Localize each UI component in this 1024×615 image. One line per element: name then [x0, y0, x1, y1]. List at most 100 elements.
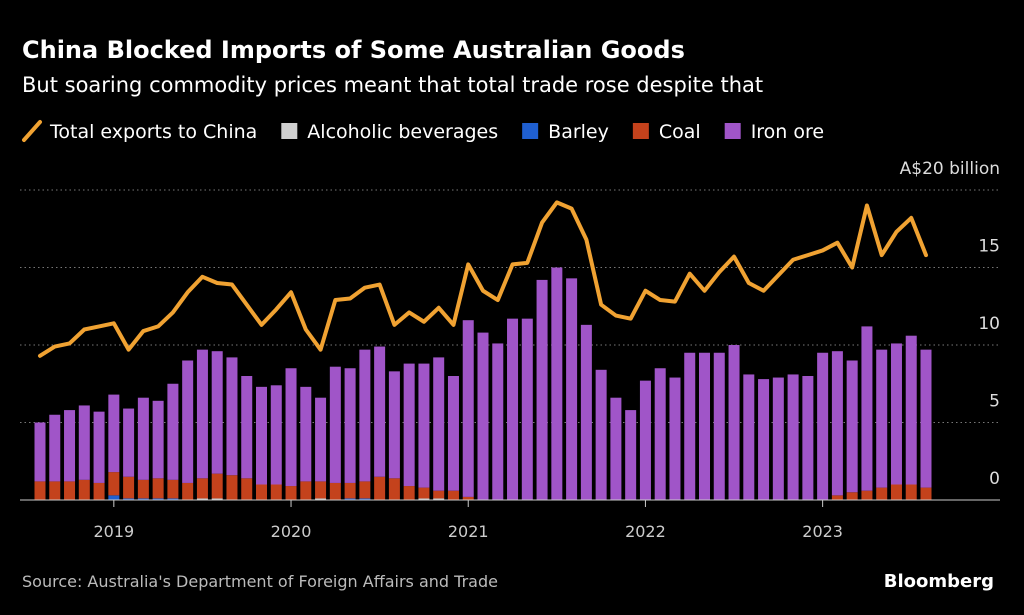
bar-segment — [167, 479, 179, 499]
line-series — [38, 200, 928, 358]
bar-segment — [226, 475, 238, 500]
bar-segment — [167, 383, 179, 480]
bar-segment — [418, 487, 430, 499]
bar-segment — [861, 490, 873, 500]
legend-swatch — [22, 120, 42, 142]
credit-logo: Bloomberg — [884, 571, 994, 592]
x-tick-label: 2020 — [271, 522, 312, 541]
legend: Total exports to China Alcoholic beverage… — [22, 120, 824, 143]
bar-segment — [93, 411, 105, 483]
source-note: Source: Australia's Department of Foreig… — [22, 572, 498, 591]
bar-segment — [462, 320, 474, 497]
bar-segment — [728, 345, 740, 500]
bar-segment — [329, 482, 341, 500]
bar-segment — [388, 371, 400, 479]
bar-segment — [876, 349, 888, 488]
bar-segment — [758, 379, 770, 500]
legend-label: Alcoholic beverages — [307, 121, 498, 143]
bar-segment — [566, 278, 578, 500]
bar-segment — [49, 414, 61, 482]
legend-label: Total exports to China — [49, 121, 257, 143]
bar-segment — [285, 368, 297, 487]
x-tick-label: 2023 — [802, 522, 843, 541]
bar-segment — [300, 481, 312, 500]
bar-segment — [300, 386, 312, 482]
bar-segment — [846, 492, 858, 500]
bar-segment — [152, 478, 164, 499]
bar-segment — [359, 481, 371, 499]
bar-segment — [344, 482, 356, 499]
bar-segment — [64, 410, 76, 482]
bar-segment — [610, 397, 622, 500]
bar-segment — [388, 478, 400, 500]
bar-segment — [152, 400, 164, 479]
y-tick-label: 15 — [978, 237, 1000, 257]
bar-segment — [787, 374, 799, 500]
bar-segment — [817, 352, 829, 500]
bar-segment — [359, 498, 371, 500]
bar-segment — [905, 335, 917, 485]
bar-segment — [123, 408, 135, 477]
bar-segment — [447, 376, 459, 491]
bar-segment — [182, 482, 194, 500]
bar-segment — [477, 332, 489, 500]
bar-segment — [123, 498, 135, 500]
chart-subtitle: But soaring commodity prices meant that … — [22, 73, 763, 97]
x-tick-label: 2021 — [448, 522, 489, 541]
bar-segment — [344, 368, 356, 483]
bar-segment — [418, 363, 430, 488]
bar-segment — [123, 476, 135, 499]
bar-segment — [241, 478, 253, 500]
bar-segment — [211, 498, 223, 500]
bar-segment — [93, 482, 105, 500]
bar-segment — [433, 490, 445, 499]
legend-label: Coal — [659, 121, 701, 143]
x-tick-label: 2022 — [625, 522, 666, 541]
bar-segment — [78, 405, 90, 480]
bar-segment — [403, 486, 415, 500]
bar-segment — [551, 267, 563, 500]
bar-segment — [256, 484, 267, 500]
bar-segment — [418, 498, 430, 500]
bar-segment — [920, 349, 932, 488]
bar-segment — [359, 349, 371, 482]
legend-swatch — [632, 123, 649, 139]
bar-segment — [772, 377, 784, 500]
bar-segment — [861, 326, 873, 491]
bar-segment — [108, 394, 120, 473]
bar-segment — [196, 498, 208, 500]
bar-segment — [344, 498, 356, 500]
bar-segment — [315, 397, 327, 482]
bar-segment — [595, 369, 607, 500]
bar-segment — [182, 360, 194, 483]
bar-segment — [521, 318, 533, 500]
bar-segment — [684, 352, 696, 500]
chart-title: China Blocked Imports of Some Australian… — [22, 36, 685, 64]
plot-area: 0 5 10 15 A$20 billion 2019 2020 2021 2022 2023 — [20, 159, 1000, 541]
legend-swatch — [522, 123, 539, 139]
bar-segment — [920, 487, 932, 500]
bar-segment — [152, 498, 164, 500]
bar-segment — [374, 476, 386, 500]
y-tick-label: 0 — [989, 469, 1000, 489]
bar-segment — [137, 479, 149, 499]
bar-segment — [403, 363, 415, 487]
bar-segment — [433, 498, 445, 500]
bar-segment — [196, 349, 208, 479]
bar-segment — [108, 495, 120, 500]
bar-segment — [890, 343, 902, 485]
bar-segment — [492, 343, 504, 500]
bar-segment — [270, 484, 282, 500]
bar-segment — [433, 357, 445, 491]
bar-segment — [639, 380, 651, 500]
bar-segment — [211, 473, 223, 499]
bar-segment — [315, 481, 327, 499]
bar-segment — [699, 352, 710, 500]
bar-segment — [49, 481, 61, 500]
bar-segment — [669, 377, 681, 500]
bar-segment — [64, 481, 76, 500]
y-tick-label: 10 — [978, 314, 1000, 334]
x-tick-label: 2019 — [93, 522, 134, 541]
bar-segment — [580, 324, 592, 500]
